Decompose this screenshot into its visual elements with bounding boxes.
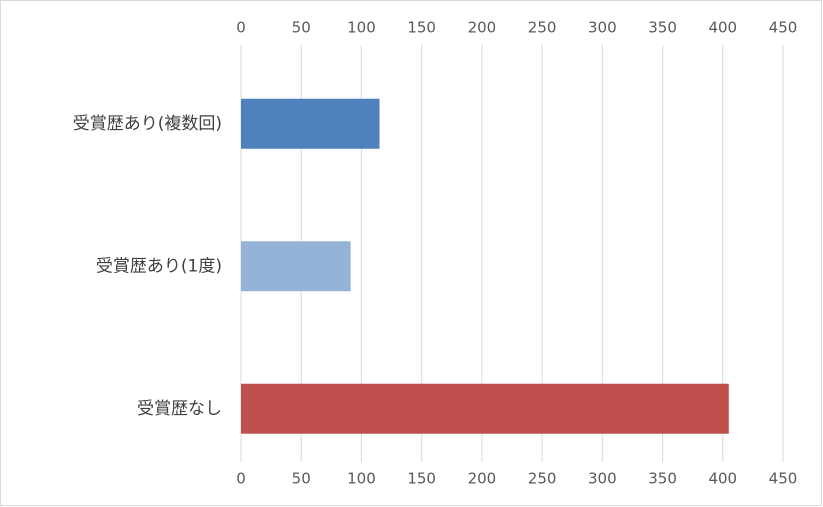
x-tick-label-top: 150 [407,19,436,37]
x-tick-label-bottom: 0 [236,470,246,488]
x-tick-label-top: 100 [347,19,376,37]
x-tick-label-top: 300 [588,19,617,37]
x-tick-label-bottom: 400 [708,470,737,488]
y-tick-label: 受賞歴あり(1度) [96,256,222,276]
y-tick-label: 受賞歴あり(複数回) [73,114,222,134]
x-tick-label-bottom: 250 [528,470,557,488]
x-tick-label-top: 400 [708,19,737,37]
bar [241,241,351,292]
x-tick-label-bottom: 200 [468,470,497,488]
x-tick-label-top: 250 [528,19,557,37]
x-tick-label-top: 450 [769,19,798,37]
x-tick-label-top: 350 [648,19,677,37]
x-tick-label-bottom: 150 [407,470,436,488]
x-tick-label-top: 50 [292,19,311,37]
x-tick-label-bottom: 450 [769,470,798,488]
x-tick-label-top: 200 [468,19,497,37]
x-tick-label-bottom: 300 [588,470,617,488]
x-tick-label-bottom: 50 [292,470,311,488]
y-tick-label: 受賞歴なし [137,399,222,419]
x-tick-label-bottom: 100 [347,470,376,488]
x-tick-label-bottom: 350 [648,470,677,488]
bar [241,383,729,434]
bar [241,98,380,149]
x-tick-label-top: 0 [236,19,246,37]
